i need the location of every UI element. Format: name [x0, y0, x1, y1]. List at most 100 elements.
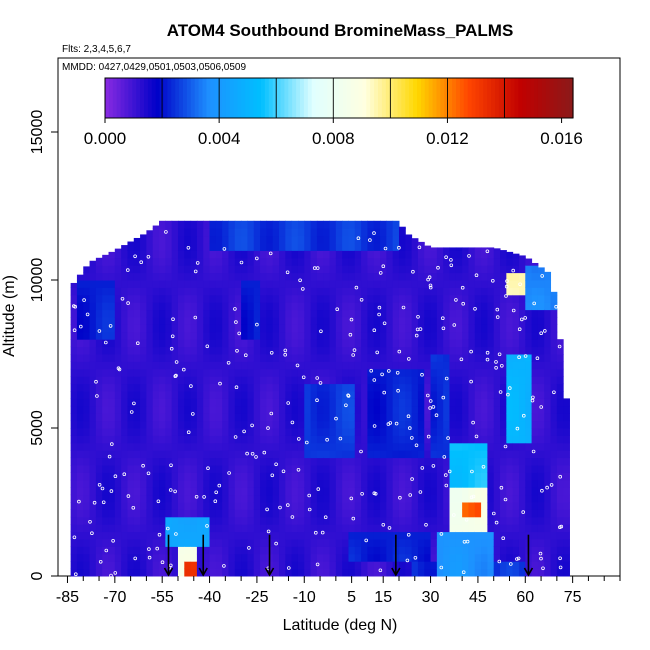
heatmap-cell	[228, 243, 236, 251]
heatmap-cell	[550, 398, 558, 407]
heatmap-cell	[253, 354, 261, 362]
heatmap-cell	[348, 457, 356, 466]
heatmap-cell	[512, 339, 520, 348]
heatmap-cell	[348, 391, 356, 399]
heatmap-cell	[335, 428, 343, 436]
heatmap-cell	[436, 346, 444, 355]
heatmap-cell	[323, 465, 331, 473]
heatmap-cell	[335, 398, 343, 407]
heatmap-cell	[537, 302, 545, 311]
heatmap-cell	[417, 280, 425, 288]
heatmap-cell	[203, 435, 211, 444]
heatmap-cell	[171, 220, 179, 229]
heatmap-cell	[291, 479, 299, 488]
heatmap-cell	[367, 317, 375, 325]
heatmap-cell	[222, 272, 229, 281]
colorbar-segment	[280, 78, 285, 118]
heatmap-cell	[146, 243, 154, 251]
heatmap-cell	[222, 509, 229, 518]
heatmap-cell	[228, 435, 236, 444]
heatmap-cell	[449, 465, 457, 473]
heatmap-cell	[102, 442, 110, 451]
sample-point	[126, 268, 130, 272]
heatmap-cell	[411, 435, 419, 444]
heatmap-cell	[234, 317, 242, 325]
sample-point	[442, 455, 447, 459]
heatmap-cell	[102, 324, 110, 333]
heatmap-cell	[215, 494, 223, 503]
heatmap-cell	[323, 398, 331, 407]
heatmap-cell	[474, 354, 482, 362]
heatmap-cell	[146, 531, 154, 540]
heatmap-cell	[563, 405, 570, 414]
heatmap-cell	[411, 398, 419, 407]
heatmap-cell	[405, 243, 413, 251]
heatmap-cell	[121, 516, 128, 525]
heatmap-cell	[342, 568, 349, 577]
heatmap-cell	[449, 250, 457, 259]
heatmap-cell	[241, 257, 248, 266]
heatmap-cell	[537, 339, 545, 348]
heatmap-cell	[455, 457, 463, 466]
heatmap-cell	[272, 272, 280, 281]
heatmap-cell	[430, 561, 438, 570]
heatmap-cell	[531, 376, 539, 385]
heatmap-cell	[449, 324, 457, 333]
heatmap-cell	[424, 272, 432, 281]
heatmap-cell	[430, 539, 438, 547]
heatmap-cell	[348, 265, 356, 274]
y-tick-label: 0	[29, 571, 46, 580]
heatmap-cell	[234, 361, 242, 370]
heatmap-cell	[209, 531, 217, 540]
heatmap-cell	[493, 368, 501, 377]
heatmap-cell	[260, 302, 267, 311]
sample-point	[250, 451, 255, 456]
heatmap-cell	[380, 317, 387, 325]
heatmap-cell	[342, 561, 349, 570]
heatmap-cell	[260, 235, 267, 244]
heatmap-cell	[367, 435, 375, 444]
heatmap-cell	[140, 234, 147, 237]
heatmap-cell	[102, 265, 110, 274]
heatmap-cell	[121, 457, 128, 466]
heatmap-cell	[247, 442, 255, 451]
heatmap-cell	[342, 398, 349, 407]
sample-point	[474, 273, 479, 278]
heatmap-cell	[481, 413, 488, 422]
heatmap-cell	[177, 435, 185, 444]
heatmap-cell	[512, 516, 520, 525]
heatmap-cell	[165, 324, 173, 333]
heatmap-cell	[386, 265, 394, 274]
heatmap-cell	[297, 509, 305, 518]
heatmap-cell	[89, 361, 97, 370]
colorbar-segment	[144, 78, 149, 118]
heatmap-cell	[285, 472, 293, 481]
heatmap-cell	[405, 531, 413, 540]
heatmap-cell	[184, 302, 192, 311]
sample-point	[375, 350, 380, 355]
heatmap-cell	[354, 257, 362, 266]
heatmap-cell	[405, 339, 413, 348]
heatmap-cell	[392, 265, 400, 274]
heatmap-cell	[512, 265, 520, 274]
heatmap-cell	[468, 435, 476, 444]
heatmap-cell	[342, 457, 349, 466]
heatmap-cell	[70, 391, 78, 399]
heatmap-cell	[76, 280, 84, 288]
heatmap-cell	[323, 317, 331, 325]
heatmap-cell	[506, 553, 514, 562]
heatmap-cell	[310, 405, 318, 414]
heatmap-cell	[304, 346, 312, 355]
heatmap-cell	[436, 265, 444, 274]
heatmap-cell	[152, 531, 160, 540]
heatmap-cell	[481, 257, 488, 266]
heatmap-cell	[316, 287, 324, 296]
heatmap-cell	[108, 331, 116, 340]
heatmap-cell	[506, 287, 514, 296]
heatmap-cell	[70, 561, 78, 570]
heatmap-cell	[247, 265, 255, 274]
heatmap-cell	[121, 346, 128, 355]
heatmap-cell	[531, 346, 539, 355]
heatmap-cell	[241, 309, 248, 318]
heatmap-cell	[323, 302, 331, 311]
